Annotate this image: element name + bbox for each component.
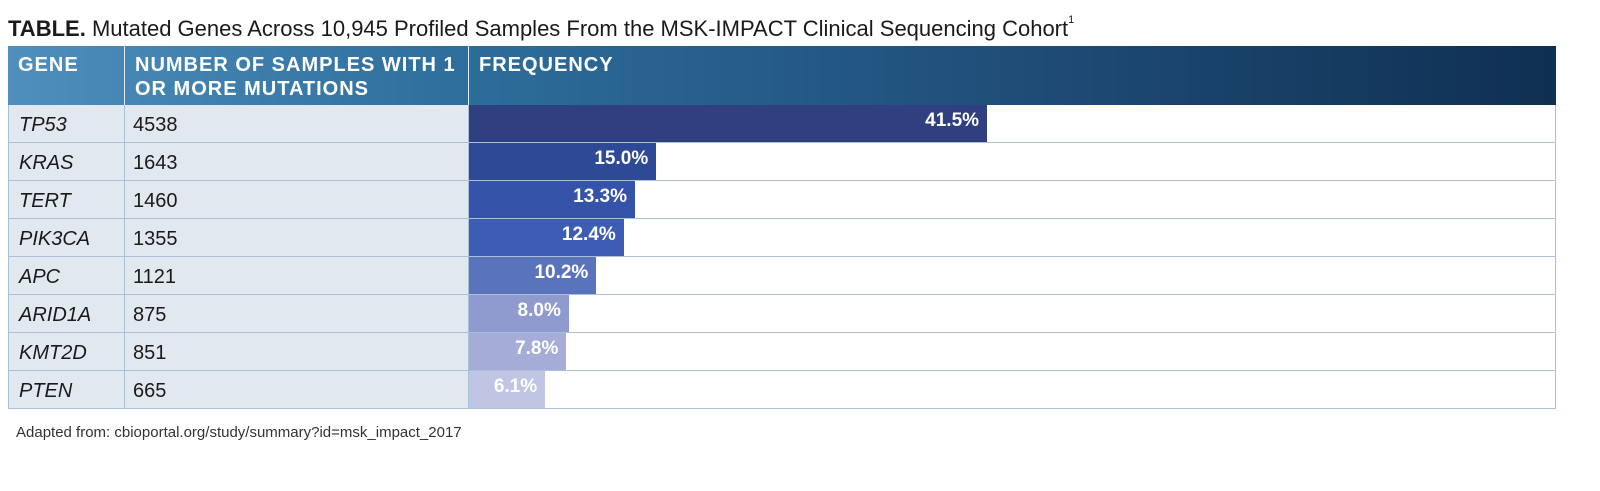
frequency-bar: 41.5% bbox=[469, 105, 988, 142]
frequency-bar: 12.4% bbox=[469, 219, 624, 256]
table-row: KMT2D 851 7.8% bbox=[8, 333, 1556, 371]
frequency-label: 7.8% bbox=[515, 338, 559, 359]
frequency-cell: 13.3% bbox=[469, 181, 1556, 218]
gene-cell: ARID1A bbox=[8, 295, 125, 332]
frequency-cell: 6.1% bbox=[469, 371, 1556, 408]
sample-count-cell: 875 bbox=[125, 295, 469, 332]
gene-cell: PIK3CA bbox=[8, 219, 125, 256]
table-row: TERT 1460 13.3% bbox=[8, 181, 1556, 219]
sample-count-cell: 665 bbox=[125, 371, 469, 408]
sample-count-cell: 1460 bbox=[125, 181, 469, 218]
sample-count-cell: 4538 bbox=[125, 105, 469, 142]
gene-cell: KMT2D bbox=[8, 333, 125, 370]
table-body: TP53 4538 41.5% KRAS 1643 15.0% TERT 1460 13.3% P… bbox=[8, 105, 1556, 409]
frequency-bar: 8.0% bbox=[469, 295, 569, 332]
source-note: Adapted from: cbioportal.org/study/summa… bbox=[16, 424, 462, 441]
frequency-cell: 12.4% bbox=[469, 219, 1556, 256]
frequency-label: 41.5% bbox=[925, 110, 980, 131]
header-frequency: FREQUENCY bbox=[479, 54, 614, 76]
table-row: KRAS 1643 15.0% bbox=[8, 143, 1556, 181]
gene-cell: APC bbox=[8, 257, 125, 294]
frequency-bar: 6.1% bbox=[469, 371, 546, 408]
gene-cell: KRAS bbox=[8, 143, 125, 180]
table-row: TP53 4538 41.5% bbox=[8, 105, 1556, 143]
sample-count-cell: 1121 bbox=[125, 257, 469, 294]
table-row: ARID1A 875 8.0% bbox=[8, 295, 1556, 333]
frequency-label: 6.1% bbox=[493, 376, 538, 397]
frequency-bar: 13.3% bbox=[469, 181, 636, 218]
frequency-label: 15.0% bbox=[594, 148, 649, 169]
frequency-cell: 10.2% bbox=[469, 257, 1556, 294]
frequency-cell: 8.0% bbox=[469, 295, 1556, 332]
header-sample-count: NUMBER OF SAMPLES WITH 1 OR MORE MUTATIO… bbox=[125, 46, 469, 105]
table-title: TABLE. Mutated Genes Across 10,945 Profi… bbox=[8, 14, 1075, 42]
frequency-label: 8.0% bbox=[517, 300, 561, 321]
gene-cell: TP53 bbox=[8, 105, 125, 142]
mutated-genes-table: GENE NUMBER OF SAMPLES WITH 1 OR MORE MU… bbox=[8, 46, 1556, 409]
frequency-label: 12.4% bbox=[561, 224, 616, 245]
table-row: PIK3CA 1355 12.4% bbox=[8, 219, 1556, 257]
frequency-bar: 15.0% bbox=[469, 143, 657, 180]
sample-count-cell: 1643 bbox=[125, 143, 469, 180]
table-header: GENE NUMBER OF SAMPLES WITH 1 OR MORE MU… bbox=[8, 46, 1556, 105]
frequency-bar: 7.8% bbox=[469, 333, 567, 370]
frequency-cell: 7.8% bbox=[469, 333, 1556, 370]
gene-cell: PTEN bbox=[8, 371, 125, 408]
header-gene: GENE bbox=[8, 46, 125, 105]
table-row: APC 1121 10.2% bbox=[8, 257, 1556, 295]
sample-count-cell: 1355 bbox=[125, 219, 469, 256]
title-footnote-ref: 1 bbox=[1068, 14, 1075, 26]
frequency-label: 13.3% bbox=[573, 186, 628, 207]
title-lead: TABLE. bbox=[8, 16, 86, 41]
frequency-cell: 41.5% bbox=[469, 105, 1556, 142]
frequency-label: 10.2% bbox=[534, 262, 589, 283]
title-text: Mutated Genes Across 10,945 Profiled Sam… bbox=[91, 16, 1069, 41]
sample-count-cell: 851 bbox=[125, 333, 469, 370]
frequency-bar: 10.2% bbox=[469, 257, 597, 294]
frequency-cell: 15.0% bbox=[469, 143, 1556, 180]
gene-cell: TERT bbox=[8, 181, 125, 218]
table-row: PTEN 665 6.1% bbox=[8, 371, 1556, 409]
